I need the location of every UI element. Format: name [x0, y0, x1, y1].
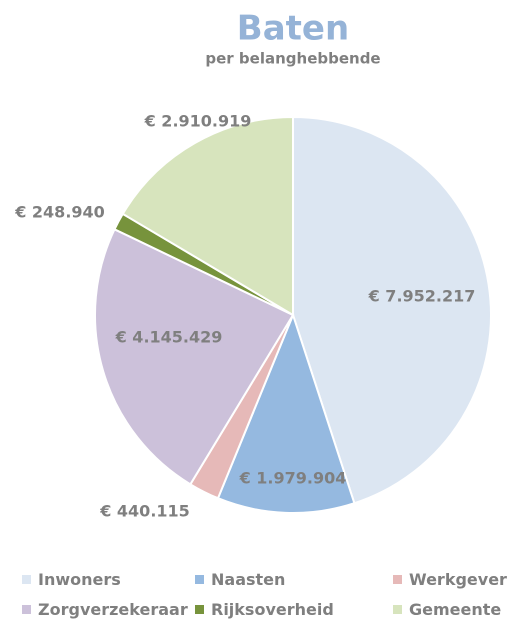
legend-label: Rijksoverheid — [211, 600, 334, 619]
legend-swatch — [22, 575, 31, 584]
legend-label: Zorgverzekeraar — [38, 600, 188, 619]
pie-slice — [121, 115, 294, 317]
data-label: € 4.145.429 — [115, 327, 223, 347]
legend-label: Inwoners — [38, 570, 121, 589]
legend-swatch — [393, 575, 402, 584]
chart-subtitle: per belanghebbende — [205, 50, 380, 68]
legend-swatch — [195, 575, 204, 584]
data-label: € 248.940 — [15, 202, 105, 222]
legend-item: Werkgever — [393, 570, 507, 589]
legend-swatch — [195, 605, 204, 614]
legend-item: Naasten — [195, 570, 285, 589]
legend-label: Werkgever — [409, 570, 507, 589]
legend-item: Gemeente — [393, 600, 501, 619]
chart-title: Baten — [237, 9, 349, 49]
legend-label: Naasten — [211, 570, 286, 589]
legend-swatch — [393, 605, 402, 614]
data-label: € 2.910.919 — [144, 111, 252, 131]
pie-slice — [292, 115, 492, 505]
data-label: € 1.979.904 — [239, 468, 347, 488]
pie-slice — [216, 312, 356, 514]
legend-item: Rijksoverheid — [195, 600, 334, 619]
legend-label: Gemeente — [409, 600, 502, 619]
data-label: € 440.115 — [100, 501, 190, 521]
pie-slice — [94, 227, 295, 486]
legend-item: Inwoners — [22, 570, 121, 589]
data-label: € 7.952.217 — [368, 286, 476, 306]
legend-swatch — [22, 605, 31, 614]
legend-item: Zorgverzekeraar — [22, 600, 188, 619]
